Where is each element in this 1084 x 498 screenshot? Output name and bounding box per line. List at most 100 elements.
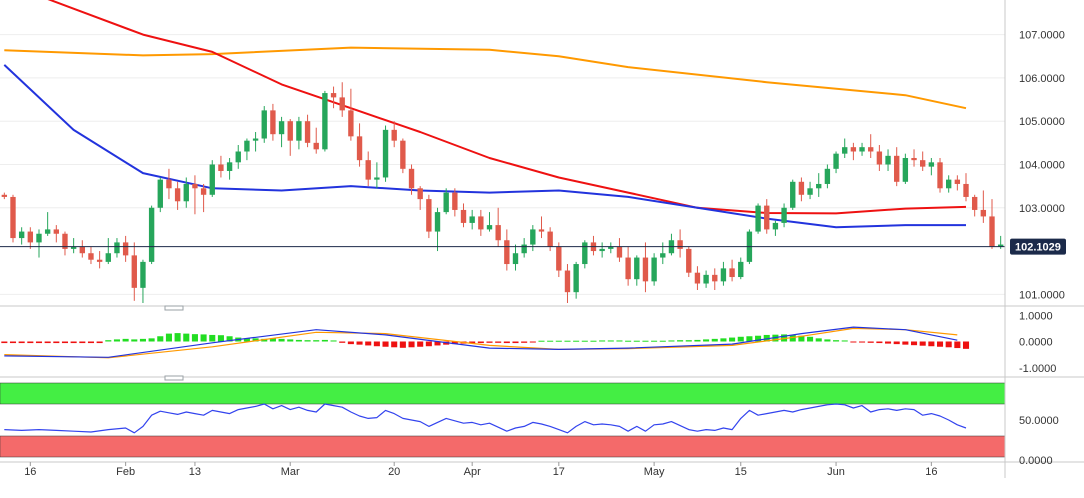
last-price-label: 102.1029 [1015,242,1061,254]
candle-body [547,231,553,247]
candle [790,179,796,210]
resize-handle-1[interactable] [164,305,184,311]
candle-body [573,264,579,293]
candle-body [400,140,406,169]
histogram-bar [321,339,328,342]
candle [504,229,510,271]
candle-body [96,259,103,262]
oscillator-axis: 1.0000 0.0000 -1.0000 [1019,310,1056,375]
candle [582,240,588,269]
candle-body [36,233,42,243]
candle-body [538,229,545,232]
histogram-bar [789,334,796,342]
candle [313,127,319,154]
candle-body [478,216,484,230]
candle [252,132,259,152]
histogram-bar [477,341,484,344]
candle-body [945,179,952,189]
candle [79,240,85,258]
candle [261,106,267,143]
candle [131,242,137,301]
oscillator-tick-label: 1.0000 [1019,310,1053,322]
candle [686,246,692,278]
candles [1,82,1004,303]
histogram-bar [850,341,857,343]
histogram-bar [287,339,294,342]
candle-body [564,270,571,293]
candle-body [720,268,727,282]
price-tick-label: 101.0000 [1019,289,1065,301]
histogram-bar [755,335,762,342]
histogram-bar [122,338,129,342]
candle-body [660,253,666,258]
candle [322,90,328,152]
histogram-bar [954,341,961,349]
histogram-bar [408,341,415,348]
candle-body [105,253,111,262]
candle-body [920,160,926,167]
histogram-bar [417,341,424,347]
histogram-bar [867,341,874,343]
candle [192,175,198,215]
candle [738,257,744,280]
histogram-bar [833,340,840,342]
band-oscillator-value-line [4,403,967,434]
candle [70,238,77,254]
histogram-bar [651,340,658,342]
candle [166,168,172,200]
candle [911,149,917,167]
histogram-bar [113,339,120,342]
histogram-bar [209,334,216,342]
resize-handle-2[interactable] [164,375,184,381]
candle [703,270,709,288]
histogram-bar [183,333,190,342]
candle [833,151,839,174]
candle-body [235,151,241,163]
candle [348,88,354,141]
long-moving-average-line [4,46,967,110]
time-tick-label: 20 [388,466,400,478]
histogram-bar [252,338,259,342]
histogram-bar [910,341,918,346]
histogram-bar [425,341,432,347]
candle-body [330,93,337,98]
candle [218,155,224,178]
candle-body [790,181,796,208]
time-tick-label: Mar [281,466,300,478]
candle-body [937,162,943,189]
band-tick-label: 50.0000 [1019,415,1059,427]
histogram-bar [902,341,909,345]
candle-body [764,205,770,230]
candle-body [712,274,718,282]
histogram-bar [893,341,900,345]
candle-body [651,257,657,282]
candle-body [677,240,683,249]
candle-body [131,255,137,288]
candle [764,199,770,234]
candle [96,251,103,269]
candle-body [313,142,319,150]
candle-body [10,196,16,239]
candle-body [270,110,276,135]
candle [694,266,701,291]
histogram-bar [625,340,632,342]
histogram-bar [928,341,935,347]
candle-body [781,207,787,223]
pane-resize-handles[interactable] [164,305,184,381]
candle [868,134,874,158]
candle [902,153,909,184]
candle [235,145,241,169]
candle [625,246,631,286]
histogram-bar [945,341,952,348]
time-tick-label: May [644,466,665,478]
candle-body [634,257,640,280]
candle-body [703,274,709,284]
candle-body [798,181,805,195]
candle-body [894,155,900,182]
histogram-bar [356,341,363,345]
histogram-bar [53,341,60,344]
histogram-bar [694,339,701,342]
candle-body [599,248,605,252]
candle-body [18,231,25,239]
candle-body [374,177,380,180]
